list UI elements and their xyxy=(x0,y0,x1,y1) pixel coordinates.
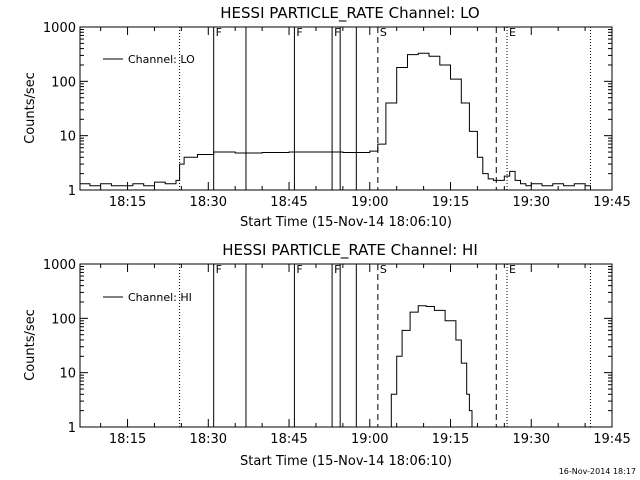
x-tick-label: 19:00 xyxy=(351,432,388,447)
legend: Channel: HI xyxy=(103,291,192,304)
marker-flag-label: S xyxy=(380,26,387,39)
x-tick-label: 18:45 xyxy=(270,432,307,447)
marker-flag-label: F xyxy=(334,263,340,276)
marker-flag-label: E xyxy=(509,263,516,276)
y-tick-label: 10 xyxy=(59,367,76,382)
x-tick-label: 19:15 xyxy=(432,432,469,447)
chart-title: HESSI PARTICLE_RATE Channel: HI xyxy=(222,241,478,260)
x-tick-label: 19:30 xyxy=(513,195,550,210)
plot-frame xyxy=(79,26,613,191)
y-axis: 1 10 100 1000 xyxy=(43,21,612,199)
y-tick-label: 1000 xyxy=(43,258,76,273)
x-axis-label: Start Time (15-Nov-14 18:06:10) xyxy=(240,454,452,469)
x-tick-label: 19:30 xyxy=(513,432,550,447)
marker-flag-label: F xyxy=(216,263,222,276)
x-tick-label: 18:30 xyxy=(190,432,227,447)
x-axis: 18:15 18:30 18:45 19:00 19:15 19:30 19:45 xyxy=(100,264,631,447)
y-axis: 1 10 100 1000 xyxy=(43,258,612,436)
marker-flag-label: S xyxy=(380,263,387,276)
chart-title: HESSI PARTICLE_RATE Channel: LO xyxy=(220,4,479,23)
y-tick-label: 1000 xyxy=(43,21,76,36)
legend-label: Channel: HI xyxy=(128,291,192,304)
x-axis: 18:15 18:30 18:45 19:00 19:15 19:30 19:45 xyxy=(100,27,631,210)
data-series xyxy=(385,305,473,428)
x-tick-label: 19:00 xyxy=(351,195,388,210)
y-axis-label: Counts/sec xyxy=(23,72,38,144)
legend: Channel: LO xyxy=(103,53,195,66)
marker-flag-label: F xyxy=(216,26,222,39)
y-tick-label: 10 xyxy=(59,130,76,145)
y-tick-label: 100 xyxy=(51,75,76,90)
x-tick-label: 18:30 xyxy=(190,195,227,210)
plot-frame xyxy=(79,263,613,428)
series-line xyxy=(80,52,591,190)
y-tick-label: 1 xyxy=(68,184,76,199)
x-tick-label: 18:15 xyxy=(109,195,146,210)
x-axis-label: Start Time (15-Nov-14 18:06:10) xyxy=(240,215,452,230)
y-axis-label: Counts/sec xyxy=(23,309,38,381)
series-line xyxy=(385,305,473,428)
y-tick-label: 1 xyxy=(68,421,76,436)
marker-flag-label: E xyxy=(509,26,516,39)
marker-flag-label: F xyxy=(334,26,340,39)
legend-label: Channel: LO xyxy=(128,53,195,66)
x-tick-label: 19:45 xyxy=(593,195,630,210)
x-tick-label: 18:15 xyxy=(109,432,146,447)
marker-flag-label: F xyxy=(296,263,302,276)
data-series xyxy=(80,52,591,190)
x-tick-label: 19:45 xyxy=(593,432,630,447)
marker-flag-label: F xyxy=(296,26,302,39)
x-tick-label: 19:15 xyxy=(432,195,469,210)
timestamp-stamp: 16-Nov-2014 18:17 xyxy=(559,467,636,476)
x-tick-label: 18:45 xyxy=(270,195,307,210)
y-tick-label: 100 xyxy=(51,312,76,327)
